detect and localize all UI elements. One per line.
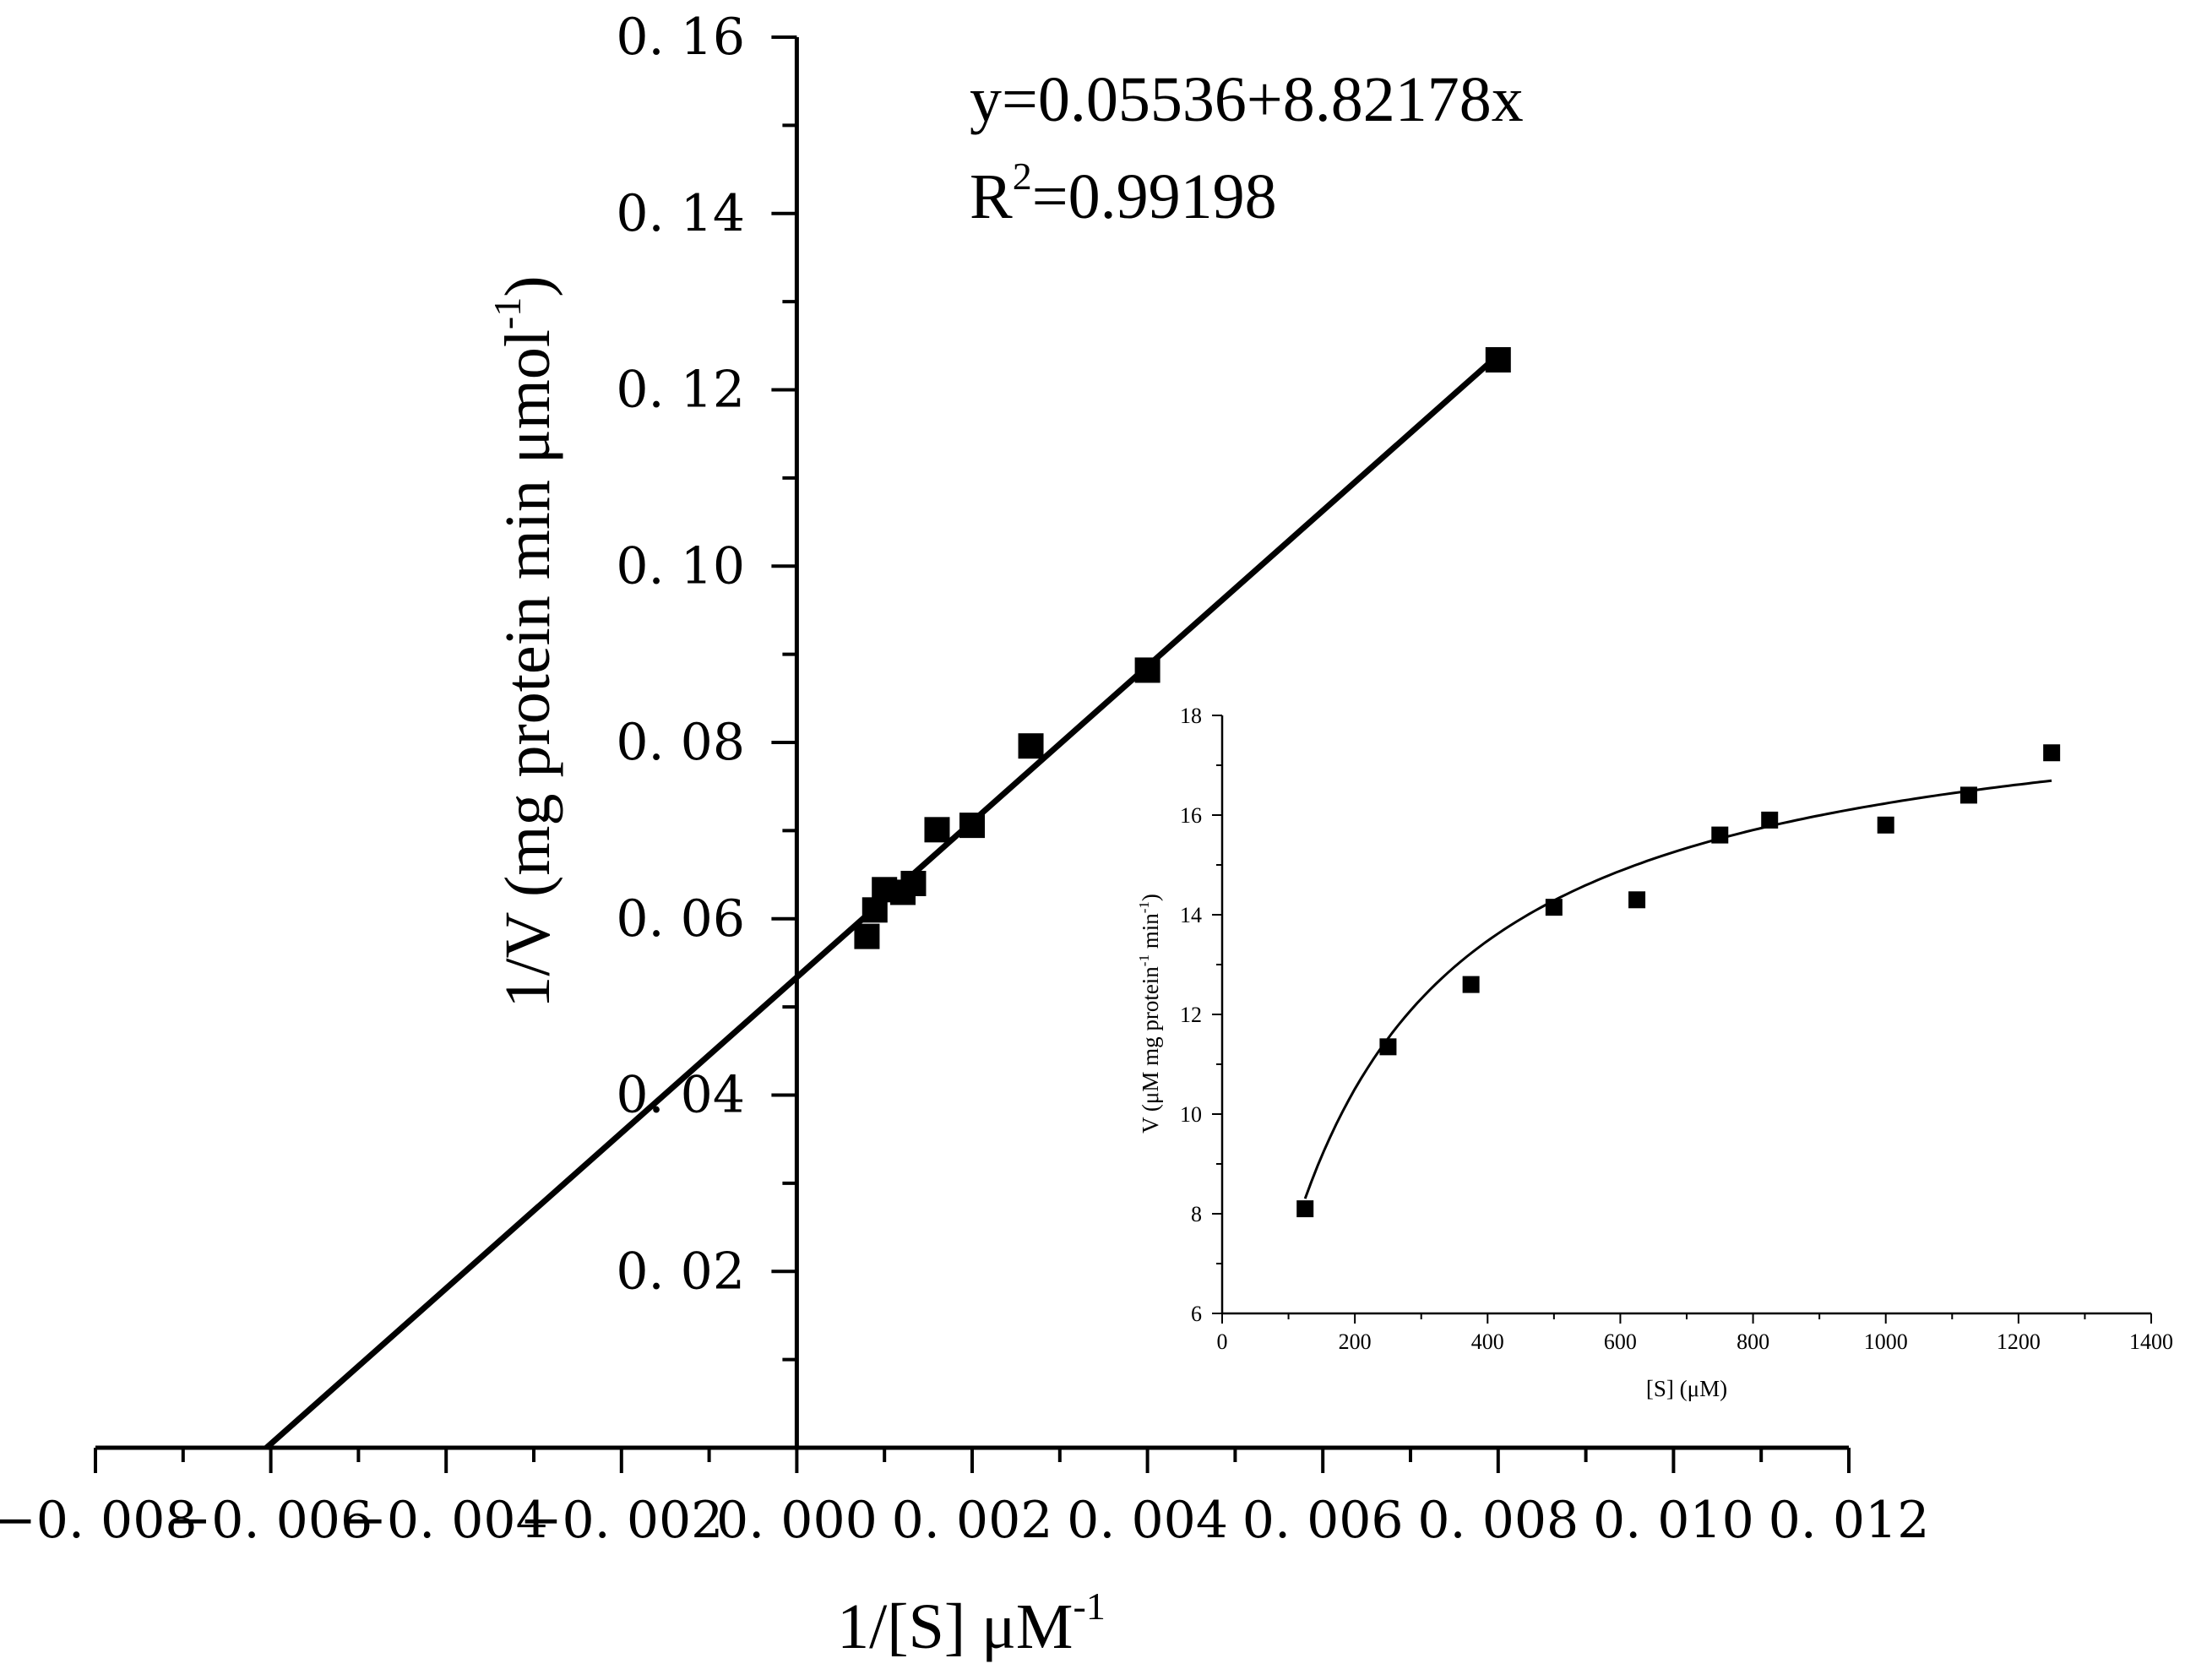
r-squared: R2=0.99198 <box>970 155 1277 232</box>
data-point <box>854 923 880 949</box>
inset-data-point <box>1296 1200 1314 1218</box>
regression-equation: y=0.05536+8.82178x <box>970 64 1524 135</box>
data-point <box>959 813 985 839</box>
x-tick-label: −0. 002 <box>519 1491 723 1550</box>
inset-fit-curve <box>1303 779 2052 1199</box>
inset-y-tick-label: 12 <box>1180 1003 1202 1027</box>
data-point <box>1134 657 1160 683</box>
inset-y-tick-label: 10 <box>1180 1102 1202 1127</box>
y-axis-label-text: 1/V (mg protein min μmol <box>492 329 563 1009</box>
inset-y-axis-label-close: ) <box>1138 894 1163 901</box>
y-tick-label: 0. 04 <box>616 1066 745 1125</box>
x-tick-label: 0. 008 <box>1417 1491 1579 1550</box>
data-point <box>1485 347 1511 373</box>
x-tick-label: −0. 006 <box>169 1491 372 1550</box>
x-tick-label: −0. 008 <box>0 1491 198 1550</box>
inset-x-tick-label: 200 <box>1339 1329 1372 1354</box>
inset-data-point <box>1877 816 1894 834</box>
inset-x-tick-label: 1000 <box>1864 1329 1908 1354</box>
inset-data-point <box>1628 891 1646 909</box>
data-point <box>900 871 927 896</box>
inset-x-tick-label: 800 <box>1737 1329 1769 1354</box>
y-tick-label: 0. 14 <box>616 184 745 243</box>
inset-chart: 0 200 400 600 800 1000 1200 1400 6 8 10 12 14 16 18 [S]… <box>1136 704 2173 1401</box>
inset-x-tick-label: 600 <box>1604 1329 1637 1354</box>
data-point <box>924 817 950 843</box>
y-tick-label: 0. 16 <box>616 8 745 67</box>
inset-x-tick-label: 0 <box>1217 1329 1228 1354</box>
x-tick-label: 0. 004 <box>1067 1491 1228 1550</box>
inset-y-axis-label-mid: min <box>1138 913 1163 954</box>
x-tick-label: 0. 006 <box>1242 1491 1404 1550</box>
inset-y-tick-label: 16 <box>1180 803 1202 828</box>
y-tick-label: 0. 08 <box>616 713 745 772</box>
inset-data-point <box>2043 744 2061 762</box>
inset-data-point <box>1379 1038 1397 1056</box>
x-tick-label: 0. 010 <box>1593 1491 1754 1550</box>
y-axis-label: 1/V (mg protein min μmol-1) <box>486 275 563 1008</box>
inset-y-axis-label-sup2: -1 <box>1136 901 1152 913</box>
inset-data-point <box>1545 899 1563 916</box>
inset-data-point <box>1959 786 1977 804</box>
inset-y-tick-label: 18 <box>1180 704 1202 728</box>
y-tick-label: 0. 10 <box>616 536 745 595</box>
inset-y-tick-label: 6 <box>1191 1302 1202 1326</box>
y-axis-label-sup: -1 <box>486 297 529 329</box>
r-squared-prefix: R <box>970 161 1013 232</box>
inset-x-tick-label: 400 <box>1471 1329 1504 1354</box>
r-squared-sup: 2 <box>1013 155 1032 198</box>
y-axis-label-close: ) <box>492 275 563 296</box>
x-axis-label-text: 1/[S] μM <box>837 1591 1073 1662</box>
x-tick-label: 0. 000 <box>716 1491 878 1550</box>
x-tick-label: −0. 004 <box>345 1491 548 1550</box>
x-axis-label-sup: -1 <box>1073 1585 1106 1628</box>
inset-y-axis-label-text: V (μM mg protein <box>1138 966 1163 1134</box>
data-point <box>1018 733 1044 759</box>
y-tick-label: 0. 02 <box>616 1242 745 1301</box>
inset-x-tick-label: 1200 <box>1997 1329 2041 1354</box>
x-tick-label: 0. 002 <box>892 1491 1053 1550</box>
inset-y-tick-label: 14 <box>1180 903 1202 927</box>
x-tick-label: 0. 012 <box>1769 1491 1930 1550</box>
inset-x-axis-label: [S] (μM) <box>1646 1376 1727 1401</box>
r-squared-value: =0.99198 <box>1032 161 1277 232</box>
inset-data-point <box>1761 811 1779 829</box>
inset-data-point <box>1462 976 1480 993</box>
y-tick-label: 0. 12 <box>616 361 745 420</box>
inset-x-tick-label: 1400 <box>2129 1329 2173 1354</box>
y-tick-label: 0. 06 <box>616 889 745 949</box>
inset-data-point <box>1711 826 1729 844</box>
inset-y-axis-label: V (μM mg protein-1 min-1) <box>1136 894 1163 1134</box>
x-axis-label: 1/[S] μM-1 <box>837 1585 1106 1662</box>
inset-y-tick-label: 8 <box>1191 1202 1202 1226</box>
inset-y-axis-label-sup1: -1 <box>1136 954 1152 966</box>
